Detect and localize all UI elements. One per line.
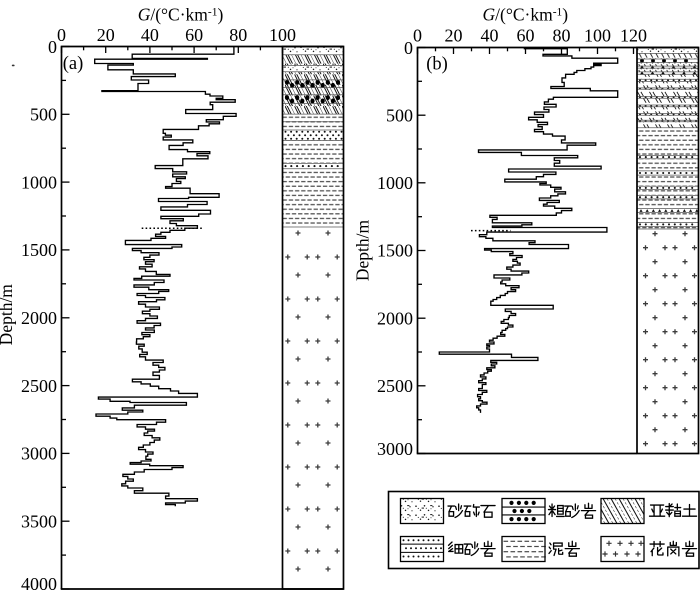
- svg-text:G/(°C·km-1): G/(°C·km-1): [482, 5, 568, 25]
- svg-text:500: 500: [386, 105, 413, 125]
- svg-text:0: 0: [48, 37, 57, 57]
- svg-text:2000: 2000: [21, 308, 57, 328]
- svg-text:G/(°C·km-1): G/(°C·km-1): [138, 5, 224, 25]
- svg-text:100: 100: [584, 26, 611, 46]
- svg-text:60: 60: [517, 26, 535, 46]
- svg-text:1500: 1500: [377, 241, 413, 261]
- svg-text:1000: 1000: [377, 173, 413, 193]
- svg-text:3000: 3000: [21, 444, 57, 464]
- svg-text:60: 60: [185, 25, 203, 45]
- svg-text:80: 80: [553, 26, 571, 46]
- svg-text:(a): (a): [63, 54, 84, 74]
- svg-text:2500: 2500: [21, 376, 57, 396]
- svg-text:0: 0: [413, 26, 422, 46]
- svg-text:100: 100: [269, 25, 296, 45]
- svg-text:500: 500: [30, 105, 57, 125]
- svg-text:40: 40: [141, 25, 159, 45]
- svg-text:1000: 1000: [21, 172, 57, 192]
- svg-text:2500: 2500: [377, 376, 413, 396]
- svg-text:Depth/m: Depth/m: [353, 219, 373, 281]
- svg-text:20: 20: [445, 26, 463, 46]
- svg-text:0: 0: [57, 25, 66, 45]
- svg-text:3500: 3500: [21, 511, 57, 531]
- svg-text:40: 40: [481, 26, 499, 46]
- svg-text:(b): (b): [426, 55, 448, 75]
- svg-text:1500: 1500: [21, 240, 57, 260]
- svg-text:3000: 3000: [377, 439, 413, 459]
- svg-text:4000: 4000: [21, 574, 57, 594]
- svg-text:2000: 2000: [377, 308, 413, 328]
- svg-text:Depth/m: Depth/m: [0, 284, 16, 346]
- svg-text:20: 20: [97, 25, 115, 45]
- svg-text:0: 0: [404, 38, 413, 58]
- svg-text:80: 80: [229, 25, 247, 45]
- svg-text:120: 120: [620, 26, 647, 46]
